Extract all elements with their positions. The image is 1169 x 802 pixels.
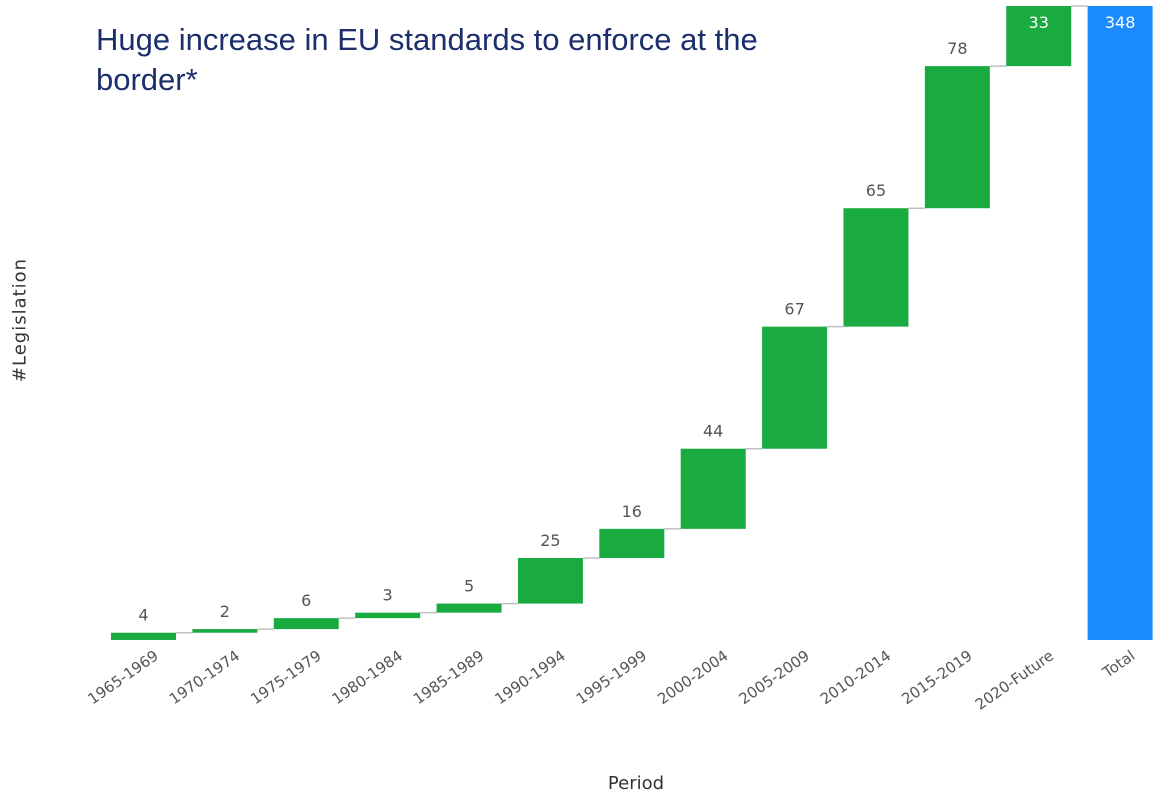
bars — [111, 6, 1153, 640]
value-label: 33 — [1029, 13, 1049, 32]
x-tick-label: 2010-2014 — [817, 647, 894, 709]
y-axis-label: #Legislation — [9, 257, 31, 383]
value-label: 348 — [1105, 13, 1136, 32]
slide-title: Huge increase in EU standards to enforce… — [96, 22, 758, 97]
x-tick-labels: 1965-1969 1970-1974 1975-1979 1980-1984 1985… — [84, 647, 1138, 714]
value-labels: 4 2 6 3 5 25 16 44 67 65 78 33 348 — [138, 13, 1135, 625]
value-label: 3 — [383, 586, 393, 605]
x-tick-label: 1995-1999 — [573, 647, 650, 709]
x-tick-label: 2015-2019 — [898, 647, 975, 709]
bar-2015-2019 — [924, 66, 990, 209]
value-label: 25 — [540, 531, 560, 550]
x-tick-label: 1985-1989 — [410, 647, 487, 709]
bar-1975-1979 — [273, 618, 339, 630]
x-tick-label: 1980-1984 — [329, 647, 406, 709]
x-tick-label: Total — [1099, 647, 1139, 682]
bar-2020-Future — [1006, 6, 1072, 67]
x-axis-label: Period — [607, 773, 665, 794]
bar-2005-2009 — [762, 326, 828, 449]
value-label: 6 — [301, 591, 311, 610]
value-label: 78 — [947, 39, 967, 58]
connector-lines — [176, 5, 1088, 634]
x-tick-label: 2000-2004 — [654, 647, 731, 709]
value-label: 5 — [464, 577, 474, 596]
total-bar — [1087, 6, 1153, 640]
value-label: 67 — [784, 300, 804, 319]
value-label: 2 — [220, 602, 230, 621]
x-tick-label: 2020-Future — [972, 647, 1057, 714]
bar-1980-1984 — [355, 612, 421, 619]
x-tick-label: 2005-2009 — [736, 647, 813, 709]
x-tick-label: 1965-1969 — [84, 647, 161, 709]
x-tick-label: 1990-1994 — [491, 647, 568, 709]
value-label: 4 — [138, 606, 148, 625]
bar-1965-1969 — [111, 632, 176, 640]
value-label: 65 — [866, 181, 886, 200]
x-tick-label: 1975-1979 — [247, 647, 324, 709]
bar-1995-1999 — [599, 528, 665, 559]
value-label: 16 — [622, 502, 642, 521]
value-label: 44 — [703, 422, 723, 441]
bar-1990-1994 — [517, 558, 583, 604]
x-tick-label: 1970-1974 — [166, 647, 243, 709]
bar-1985-1989 — [436, 603, 502, 613]
bar-2010-2014 — [843, 208, 909, 327]
bar-2000-2004 — [680, 448, 746, 529]
bar-1970-1974 — [192, 629, 258, 633]
